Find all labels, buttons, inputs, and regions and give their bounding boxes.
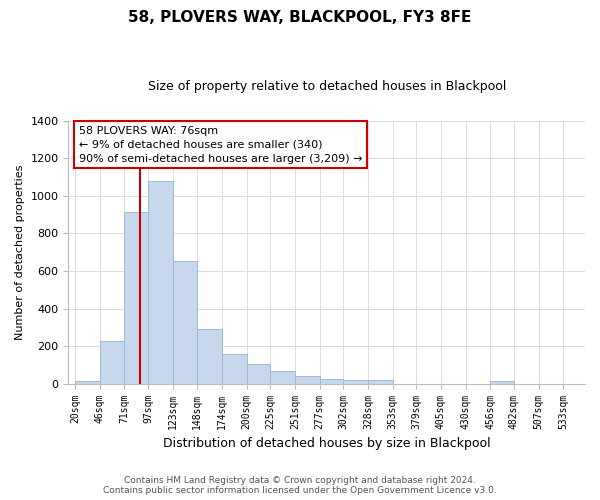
Bar: [197, 329, 222, 384]
Text: 58 PLOVERS WAY: 76sqm
← 9% of detached houses are smaller (340)
90% of semi-deta: 58 PLOVERS WAY: 76sqm ← 9% of detached h…: [79, 126, 362, 164]
Bar: [295, 376, 320, 384]
Bar: [343, 380, 368, 384]
Bar: [368, 380, 392, 384]
Bar: [148, 181, 173, 384]
Y-axis label: Number of detached properties: Number of detached properties: [15, 164, 25, 340]
Bar: [490, 381, 514, 384]
Text: Contains HM Land Registry data © Crown copyright and database right 2024.
Contai: Contains HM Land Registry data © Crown c…: [103, 476, 497, 495]
X-axis label: Distribution of detached houses by size in Blackpool: Distribution of detached houses by size …: [163, 437, 491, 450]
Bar: [271, 370, 295, 384]
Bar: [320, 379, 343, 384]
Bar: [100, 341, 124, 384]
Bar: [75, 381, 100, 384]
Bar: [222, 354, 247, 384]
Text: 58, PLOVERS WAY, BLACKPOOL, FY3 8FE: 58, PLOVERS WAY, BLACKPOOL, FY3 8FE: [128, 10, 472, 25]
Title: Size of property relative to detached houses in Blackpool: Size of property relative to detached ho…: [148, 80, 506, 93]
Bar: [124, 212, 148, 384]
Bar: [247, 364, 271, 384]
Bar: [173, 261, 197, 384]
